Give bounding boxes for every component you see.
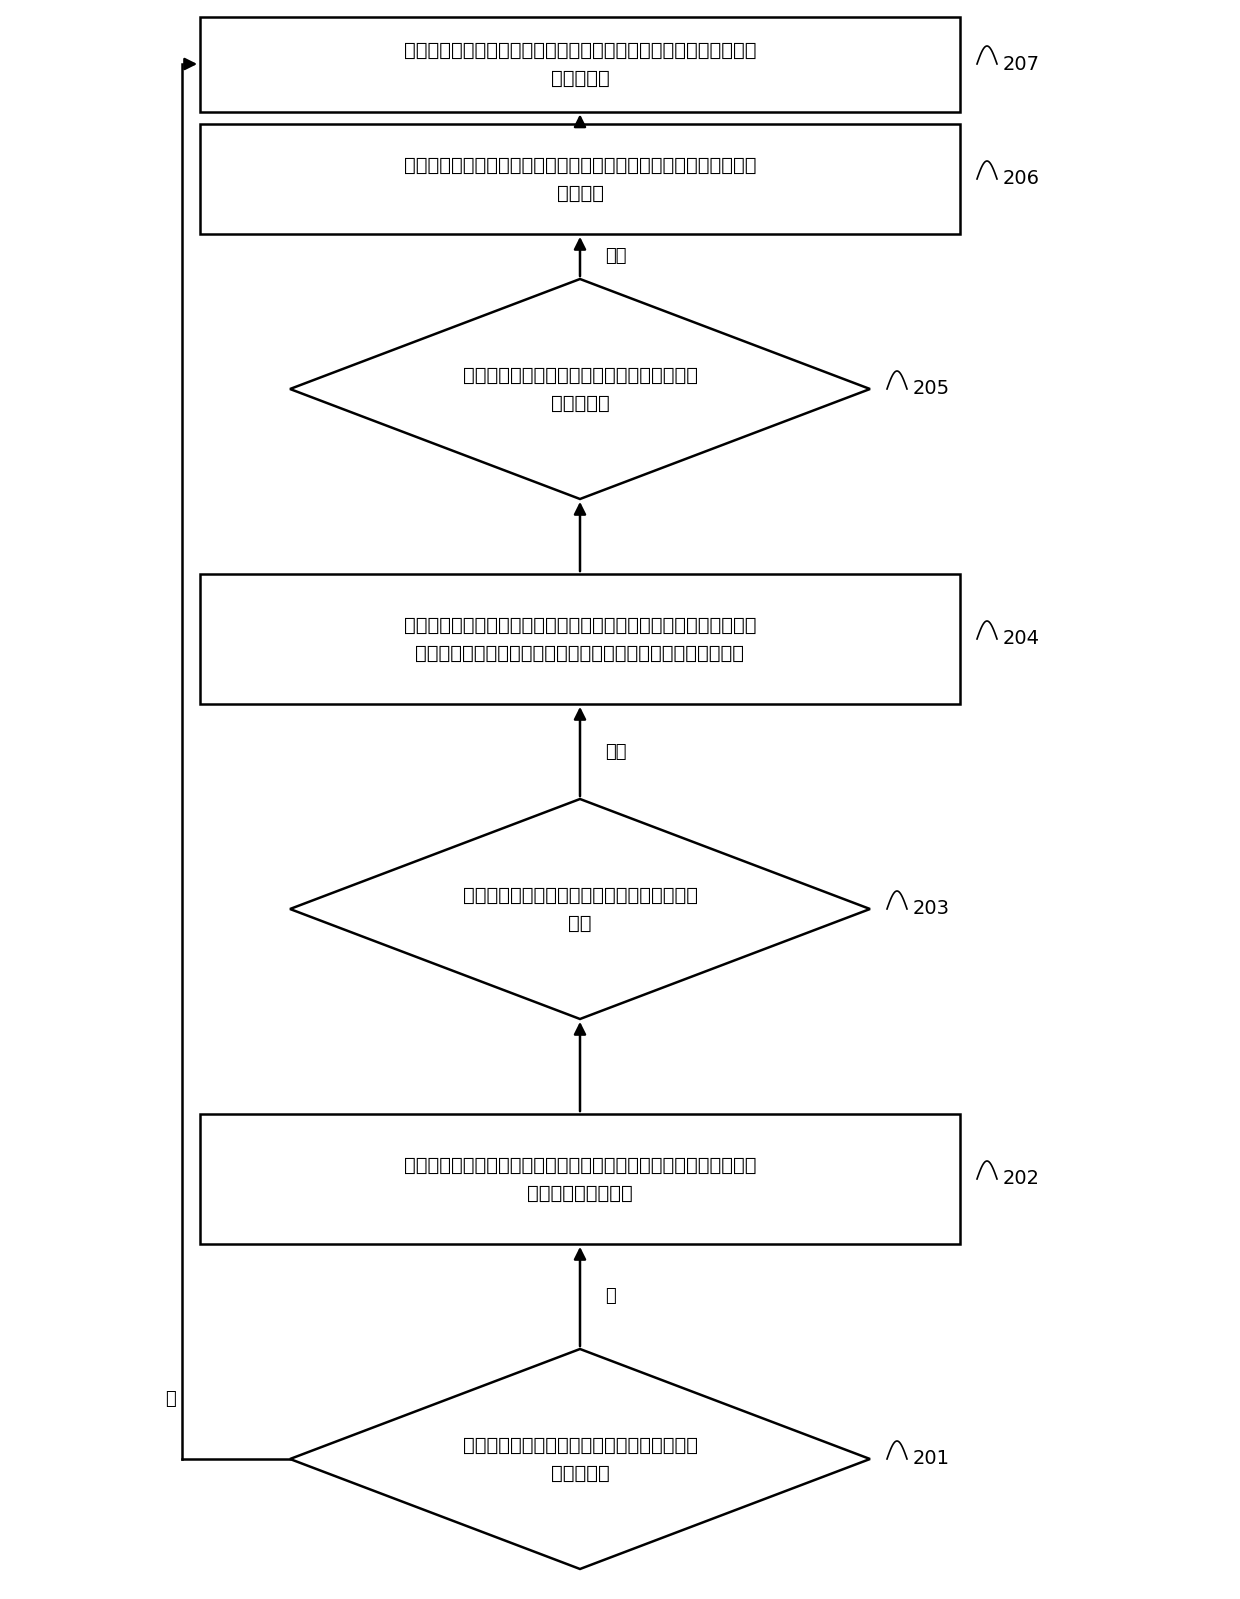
Text: 在再次切换所述切换后页面时，通过所述标签记录所述新操作对应的
操作痕迹: 在再次切换所述切换后页面时，通过所述标签记录所述新操作对应的 操作痕迹 [404,155,756,203]
Polygon shape [290,800,870,1019]
Text: 确定需要将基于浏览器的放疗计划系统的当前页面切换到所述切换地
址对应的切换后页面: 确定需要将基于浏览器的放疗计划系统的当前页面切换到所述切换地 址对应的切换后页面 [404,1156,756,1202]
Text: 存在: 存在 [605,248,626,265]
Text: 在实现页面切换后，检测是否存在针对所述图
像的新操作: 在实现页面切换后，检测是否存在针对所述图 像的新操作 [463,366,697,413]
Bar [200,16,960,112]
Bar [200,574,960,704]
Text: 205: 205 [913,379,950,398]
Text: 203: 203 [913,900,950,918]
Text: 包含: 包含 [605,742,626,761]
Text: 否: 否 [165,1390,175,1409]
Bar [200,1115,960,1244]
Text: 204: 204 [1003,630,1040,649]
Text: 是: 是 [605,1287,616,1305]
Text: 206: 206 [1003,169,1040,189]
Text: 207: 207 [1003,54,1040,74]
Text: 利用所述切换后页面对应的页面前端脚本渲染所述切换后页面，以实
现页面切换: 利用所述切换后页面对应的页面前端脚本渲染所述切换后页面，以实 现页面切换 [404,40,756,88]
Text: 检测切换后页面的页面内部是否包含自定义的
标签: 检测切换后页面的页面内部是否包含自定义的 标签 [463,886,697,932]
Text: 201: 201 [913,1450,950,1468]
Bar [200,125,960,233]
Text: 检测基于浏览器的放疗计划系统是否接收到页
面切换指令: 检测基于浏览器的放疗计划系统是否接收到页 面切换指令 [463,1436,697,1482]
Text: 利用所述切换后页面对应的页面前端脚本渲染所述切换后页面，并根
据所述标签渲染所述图像和所述历史操作痕迹，以实现页面切换: 利用所述切换后页面对应的页面前端脚本渲染所述切换后页面，并根 据所述标签渲染所述… [404,616,756,662]
Polygon shape [290,278,870,499]
Polygon shape [290,1350,870,1569]
Text: 202: 202 [1003,1169,1040,1188]
